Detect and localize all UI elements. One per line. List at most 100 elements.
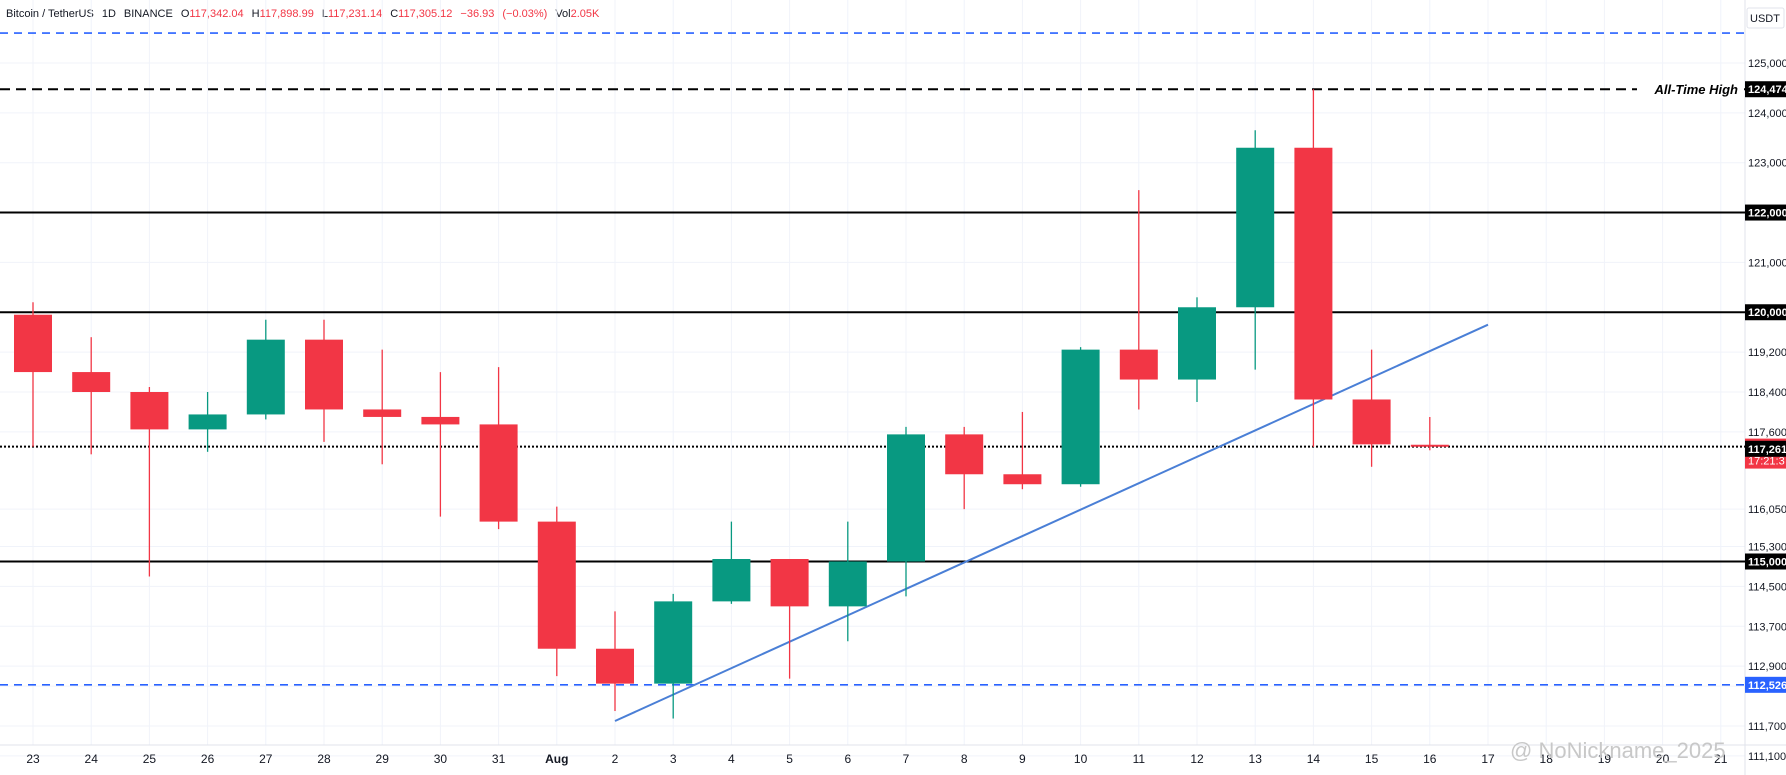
candle-body[interactable]	[654, 601, 693, 684]
currency-label: USDT	[1750, 13, 1780, 25]
volume-value: 2.05K	[570, 8, 600, 20]
low-value: 117,231.14	[327, 8, 383, 20]
candle-body[interactable]	[1119, 349, 1158, 380]
open-value: 117,342.04	[189, 8, 244, 20]
time-axis-label: 3	[670, 752, 677, 766]
candle-body[interactable]	[945, 434, 984, 475]
candle-body[interactable]	[712, 559, 751, 602]
level-price-label: 112,526	[1748, 680, 1786, 692]
time-axis-label: 18	[1540, 752, 1554, 766]
time-axis-label: 2	[612, 752, 619, 766]
time-axis-label: 19	[1598, 752, 1612, 766]
exchange-label: BINANCE	[123, 8, 173, 20]
change-value: −36.93	[460, 8, 495, 20]
candle-body[interactable]	[828, 561, 867, 607]
candle-body[interactable]	[1061, 349, 1100, 485]
high-value: 117,898.99	[259, 8, 314, 20]
candle-body[interactable]	[887, 434, 925, 562]
time-axis-label: 15	[1365, 752, 1379, 766]
level-price-label-bg	[1745, 204, 1786, 221]
candle-body[interactable]	[188, 414, 227, 430]
candle-body[interactable]	[1352, 399, 1391, 445]
close-label: C	[390, 8, 399, 20]
price-axis-label: 117,600	[1748, 427, 1786, 439]
price-axis-label: 111,100	[1748, 751, 1786, 763]
time-axis-label: 12	[1190, 752, 1204, 766]
price-axis-label: 112,900	[1748, 661, 1786, 673]
level-price-label: 120,000	[1748, 307, 1786, 319]
time-axis-label: 8	[961, 752, 968, 766]
time-axis-label: 16	[1423, 752, 1437, 766]
time-axis-label: 4	[728, 752, 735, 766]
candle-body[interactable]	[1003, 474, 1042, 485]
chart-header: Bitcoin / TetherUS 1D BINANCE O117,342.0…	[6, 8, 599, 20]
current-price-label-timer: 17:21:3	[1748, 456, 1785, 468]
ath-label-bg	[1637, 80, 1743, 99]
symbol-name[interactable]: Bitcoin / TetherUS	[6, 8, 94, 20]
candle-body[interactable]	[537, 521, 576, 649]
level-price-label: 115,000	[1748, 556, 1786, 568]
current-price-label-bg	[1745, 440, 1786, 457]
candle-body[interactable]	[421, 416, 460, 425]
volume-label: Vol	[555, 8, 571, 20]
time-axis-label: 21	[1714, 752, 1728, 766]
candle-body[interactable]	[596, 648, 634, 684]
time-axis-label: 13	[1249, 752, 1263, 766]
time-axis-label: 11	[1133, 752, 1146, 766]
high-label: H	[251, 8, 260, 20]
level-price-label: 122,000	[1748, 208, 1786, 220]
candle-body[interactable]	[130, 392, 169, 430]
time-axis-label: 28	[317, 752, 331, 766]
change-percent: (−0.03%)	[502, 8, 548, 20]
time-axis-label: 25	[143, 752, 157, 766]
watermark-text: @ NoNickname_2025	[1510, 738, 1726, 763]
trendline[interactable]	[614, 323, 1489, 722]
time-axis-label: 29	[376, 752, 390, 766]
price-axis-label: 119,200	[1748, 347, 1786, 359]
candle-body[interactable]	[72, 372, 111, 393]
candle-body[interactable]	[770, 559, 809, 607]
price-axis-label: 124,000	[1748, 108, 1786, 120]
ath-label: All-Time High	[1653, 82, 1738, 97]
close-value: 117,305.12	[398, 8, 453, 20]
time-axis-label: 30	[434, 752, 448, 766]
price-axis-label: 118,400	[1748, 387, 1786, 399]
interval-label[interactable]: 1D	[101, 8, 116, 20]
time-axis-label: 27	[259, 752, 273, 766]
time-axis-label: 7	[903, 752, 910, 766]
candle-body[interactable]	[1410, 444, 1449, 447]
candle-body[interactable]	[363, 409, 402, 417]
price-axis-label: 113,700	[1748, 621, 1786, 633]
candle-body[interactable]	[1178, 307, 1216, 380]
level-price-label-bg	[1745, 81, 1786, 98]
price-axis-label: 114,500	[1748, 581, 1786, 593]
level-price-label-bg	[1745, 676, 1786, 693]
time-axis-label: 17	[1481, 752, 1495, 766]
current-price-label: 117,261	[1748, 444, 1786, 456]
candle-body[interactable]	[14, 314, 52, 373]
time-axis-label: 23	[26, 752, 40, 766]
time-axis-label: 24	[85, 752, 99, 766]
price-axis-label: 121,000	[1748, 257, 1786, 269]
price-axis-label: 116,050	[1748, 504, 1786, 516]
level-price-label: 124,474	[1748, 84, 1786, 96]
level-price-label-bg	[1745, 553, 1786, 570]
candle-body[interactable]	[1294, 147, 1333, 400]
time-axis-label: 6	[844, 752, 851, 766]
time-axis-label: 31	[492, 752, 506, 766]
currency-box[interactable]	[1746, 7, 1785, 29]
price-axis-label: 123,000	[1748, 158, 1786, 170]
time-axis-label: 26	[201, 752, 215, 766]
level-price-label-bg	[1745, 304, 1786, 321]
price-axis-label: 125,000	[1748, 58, 1786, 70]
price-axis-label: 115,300	[1748, 542, 1786, 554]
time-axis-label: 5	[786, 752, 793, 766]
candle-body[interactable]	[479, 424, 518, 522]
candle-body[interactable]	[1236, 147, 1275, 308]
price-axis-label: 111,700	[1748, 721, 1786, 733]
candle-body[interactable]	[305, 339, 343, 410]
candle-body[interactable]	[246, 339, 285, 415]
open-label: O	[180, 8, 190, 20]
low-label: L	[321, 8, 328, 20]
